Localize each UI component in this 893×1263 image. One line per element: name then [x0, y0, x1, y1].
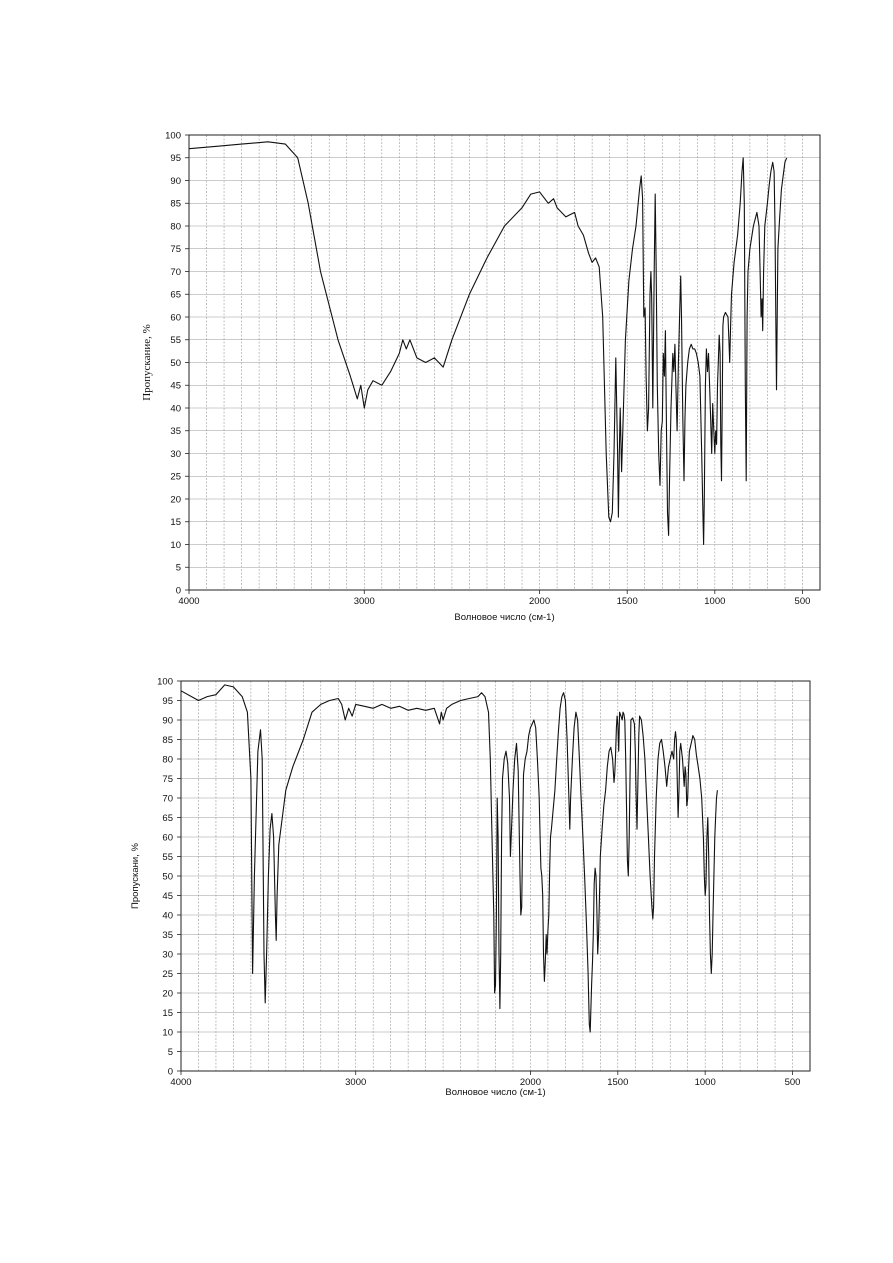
- y-tick-label: 70: [170, 267, 181, 278]
- y-tick-label: 85: [162, 735, 173, 746]
- y-tick-label: 15: [162, 1008, 173, 1019]
- y-tick-label: 15: [170, 517, 181, 528]
- y-tick-label: 25: [162, 969, 173, 980]
- y-tick-label: 40: [170, 403, 181, 414]
- y-tick-label: 55: [170, 335, 181, 346]
- chart-1: 0 5 10 15 20 25 30 35 40 45 50 55 60 65 70 75 80 85 90 95 10…: [141, 130, 821, 623]
- y-tick-label: 95: [170, 153, 181, 164]
- y-tick-label: 0: [176, 585, 181, 596]
- y-tick-label: 65: [162, 813, 173, 824]
- x-tick-label: 500: [795, 596, 811, 607]
- y-tick-label: 5: [168, 1047, 173, 1058]
- y-tick-label: 50: [170, 358, 181, 369]
- y-tick-label: 5: [176, 563, 181, 574]
- y-tick-label: 40: [162, 910, 173, 921]
- y-tick-label: 20: [162, 988, 173, 999]
- spectrum-line: [180, 684, 718, 1033]
- x-axis-label: Волновое число (см-1): [454, 612, 554, 623]
- y-tick-label: 25: [170, 472, 181, 483]
- x-tick-label: 1500: [617, 596, 638, 607]
- y-tick-label: 100: [165, 130, 181, 141]
- x-tick-label: 4000: [170, 1077, 191, 1088]
- y-tick-label: 90: [162, 715, 173, 726]
- x-tick-label: 4000: [178, 596, 199, 607]
- spectrum-line: [188, 141, 788, 546]
- y-tick-label: 55: [162, 852, 173, 863]
- y-tick-label: 85: [170, 199, 181, 210]
- y-tick-label: 80: [162, 754, 173, 765]
- y-tick-label: 50: [162, 871, 173, 882]
- y-tick-label: 30: [162, 949, 173, 960]
- y-tick-label: 45: [170, 381, 181, 392]
- plot-frame: [188, 134, 821, 591]
- plot-frame: [180, 680, 811, 1072]
- y-tick-label: 10: [170, 540, 181, 551]
- y-tick-label: 60: [170, 312, 181, 323]
- y-tick-label: 10: [162, 1027, 173, 1038]
- y-tick-label: 100: [157, 676, 173, 687]
- y-axis-label: Пропускани, %: [130, 843, 141, 909]
- y-tick-label: 90: [170, 176, 181, 187]
- x-tick-label: 500: [785, 1077, 801, 1088]
- y-tick-label: 80: [170, 221, 181, 232]
- y-tick-label: 35: [162, 930, 173, 941]
- x-axis-label: Волновое число (см-1): [445, 1087, 545, 1098]
- x-tick-label: 2000: [529, 596, 550, 607]
- x-tick-label: 2000: [520, 1077, 541, 1088]
- y-tick-label: 30: [170, 449, 181, 460]
- x-tick-label: 1000: [704, 596, 725, 607]
- chart-2: 0 5 10 15 20 25 30 35 40 45 50 55 60 65 70 75 80 85 90 95 10…: [130, 676, 811, 1098]
- y-tick-label: 45: [162, 891, 173, 902]
- x-tick-label: 3000: [354, 596, 375, 607]
- ir-spectrum-chart-1: 0 5 10 15 20 25 30 35 40 45 50 55 60 65 70 75 80 85 90 95 10…: [141, 130, 821, 623]
- y-tick-label: 75: [162, 774, 173, 785]
- y-tick-label: 20: [170, 494, 181, 505]
- y-tick-label: 65: [170, 290, 181, 301]
- y-tick-label: 35: [170, 426, 181, 437]
- y-tick-label: 0: [168, 1066, 173, 1077]
- x-tick-label: 3000: [345, 1077, 366, 1088]
- x-tick-label: 1000: [695, 1077, 716, 1088]
- y-tick-label: 95: [162, 696, 173, 707]
- x-tick-label: 1500: [607, 1077, 628, 1088]
- y-tick-label: 60: [162, 832, 173, 843]
- y-tick-label: 75: [170, 244, 181, 255]
- y-tick-label: 70: [162, 793, 173, 804]
- y-axis-label: Пропускание, %: [141, 324, 153, 401]
